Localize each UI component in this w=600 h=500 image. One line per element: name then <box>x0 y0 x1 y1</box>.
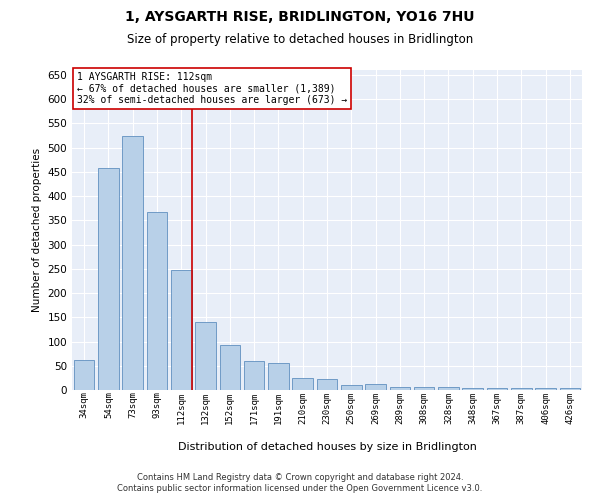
Bar <box>98 168 119 390</box>
Bar <box>438 387 459 390</box>
Text: Size of property relative to detached houses in Bridlington: Size of property relative to detached ho… <box>127 32 473 46</box>
Bar <box>317 380 337 390</box>
Bar <box>341 385 362 390</box>
Bar <box>414 386 434 390</box>
Bar <box>195 322 216 390</box>
Bar <box>244 361 265 390</box>
Bar <box>220 346 240 390</box>
Text: Contains public sector information licensed under the Open Government Licence v3: Contains public sector information licen… <box>118 484 482 493</box>
Bar <box>122 136 143 390</box>
Y-axis label: Number of detached properties: Number of detached properties <box>32 148 42 312</box>
Bar <box>268 364 289 390</box>
Bar <box>146 212 167 390</box>
Bar <box>365 384 386 390</box>
Bar <box>511 388 532 390</box>
Bar <box>535 388 556 390</box>
Text: Distribution of detached houses by size in Bridlington: Distribution of detached houses by size … <box>178 442 476 452</box>
Text: 1 AYSGARTH RISE: 112sqm
← 67% of detached houses are smaller (1,389)
32% of semi: 1 AYSGARTH RISE: 112sqm ← 67% of detache… <box>77 72 347 105</box>
Bar <box>560 388 580 390</box>
Bar <box>463 388 483 390</box>
Bar <box>389 386 410 390</box>
Text: 1, AYSGARTH RISE, BRIDLINGTON, YO16 7HU: 1, AYSGARTH RISE, BRIDLINGTON, YO16 7HU <box>125 10 475 24</box>
Bar <box>171 270 191 390</box>
Bar <box>292 378 313 390</box>
Bar <box>487 388 508 390</box>
Bar <box>74 360 94 390</box>
Text: Contains HM Land Registry data © Crown copyright and database right 2024.: Contains HM Land Registry data © Crown c… <box>137 472 463 482</box>
